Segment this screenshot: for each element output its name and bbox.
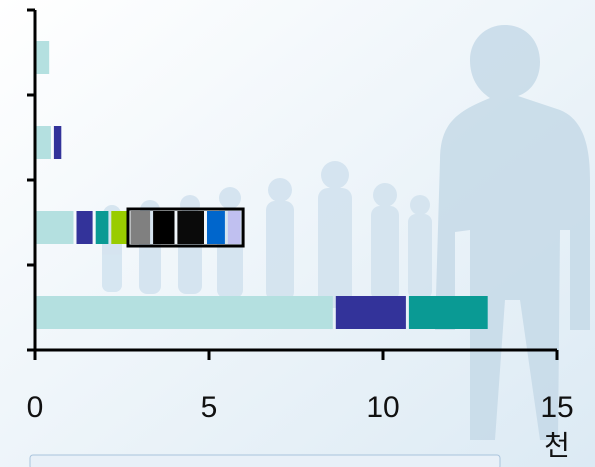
bar-segment-r2-s1 <box>76 211 93 244</box>
bar-segment-r3-s2 <box>408 296 488 329</box>
x-tick-label-1: 5 <box>201 391 218 424</box>
bar-group <box>35 41 488 329</box>
x-tick-label-0: 0 <box>27 391 44 424</box>
bar-segment-r2-s4 <box>130 211 151 244</box>
bar-segment-r2-s3 <box>111 211 128 244</box>
bar-segment-r2-s5 <box>153 211 175 244</box>
x-tick-label-3: 15 <box>540 391 573 424</box>
highlight-box <box>126 207 245 248</box>
bar-segment-r3-s0 <box>35 296 333 329</box>
bar-segment-r2-s0 <box>35 211 74 244</box>
bottom-panel <box>29 454 501 467</box>
tick-labels: 0 5 10 15 <box>27 391 574 424</box>
bar-segment-r2-s6 <box>177 211 204 244</box>
bar-segment-r2-s7 <box>207 211 225 244</box>
bar-segment-r2-s2 <box>95 211 109 244</box>
bar-segment-r3-s1 <box>335 296 406 329</box>
bar-segment-r0-s0 <box>35 41 50 74</box>
bar-segment-r1-s1 <box>53 126 62 159</box>
bar-segment-r1-s0 <box>35 126 51 159</box>
bar-segment-r2-s8 <box>227 211 241 244</box>
x-unit-label: 천 <box>544 429 570 462</box>
axes <box>27 8 559 360</box>
x-tick-label-2: 10 <box>366 391 399 424</box>
